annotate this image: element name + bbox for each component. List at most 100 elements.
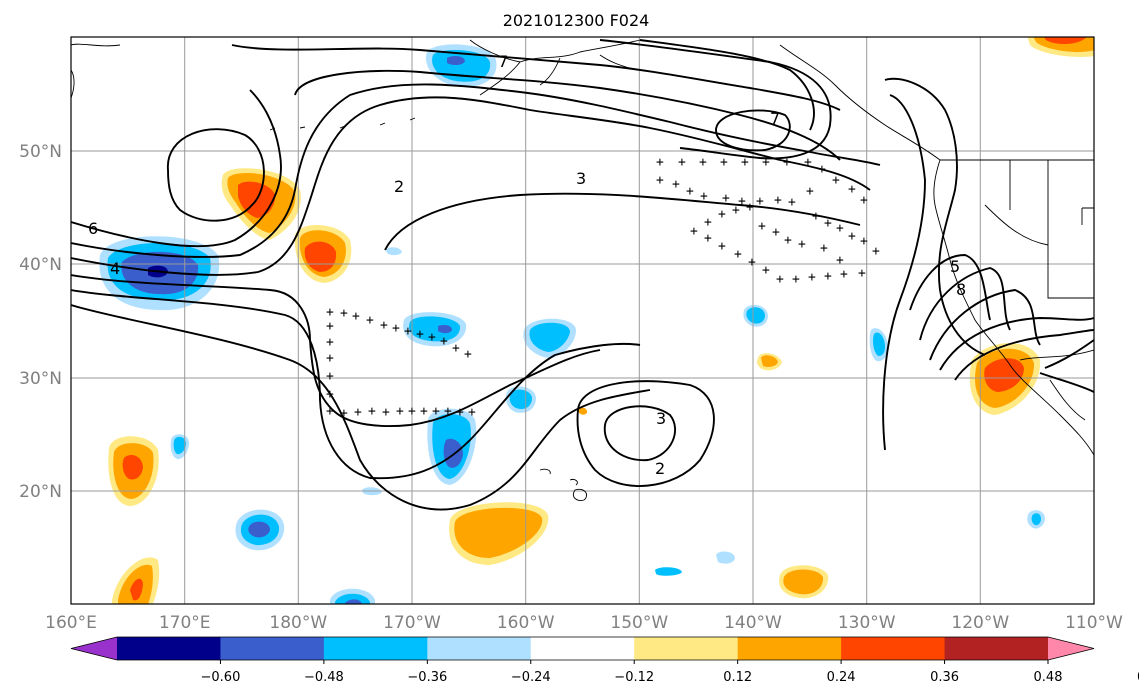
svg-text:+: + xyxy=(860,234,868,249)
svg-text:7: 7 xyxy=(770,109,780,128)
colorbar-tick-label: −0.60 xyxy=(201,670,241,685)
map-panel xyxy=(71,37,1094,604)
colorbar-arrow-low xyxy=(71,637,117,660)
svg-text:+: + xyxy=(748,255,756,270)
svg-text:+: + xyxy=(352,309,360,324)
svg-text:170°W: 170°W xyxy=(383,613,441,633)
svg-text:20°N: 20°N xyxy=(19,482,62,502)
svg-text:+: + xyxy=(440,334,448,349)
svg-text:50°N: 50°N xyxy=(19,142,62,162)
svg-text:3: 3 xyxy=(576,169,586,188)
svg-text:+: + xyxy=(326,351,334,366)
svg-text:5: 5 xyxy=(950,257,960,276)
svg-text:+: + xyxy=(804,155,812,170)
svg-text:160°E: 160°E xyxy=(45,613,97,633)
svg-text:150°W: 150°W xyxy=(610,613,668,633)
svg-text:+: + xyxy=(656,173,664,188)
svg-text:180°W: 180°W xyxy=(269,613,327,633)
colorbar-tick-label: −0.12 xyxy=(614,670,654,685)
svg-text:+: + xyxy=(464,347,472,362)
colorbar-segment xyxy=(737,637,842,660)
svg-text:40°N: 40°N xyxy=(19,255,62,275)
svg-text:+: + xyxy=(468,405,476,420)
svg-text:+: + xyxy=(818,162,826,177)
svg-text:+: + xyxy=(824,269,832,284)
colorbar-segment xyxy=(634,637,739,660)
svg-text:+: + xyxy=(792,272,800,287)
svg-text:+: + xyxy=(326,319,334,334)
svg-text:+: + xyxy=(722,191,730,206)
colorbar-segment xyxy=(117,637,221,660)
svg-text:+: + xyxy=(380,318,388,333)
svg-text:+: + xyxy=(672,177,680,192)
svg-text:2: 2 xyxy=(655,459,665,478)
colorbar-segment xyxy=(427,637,532,660)
svg-text:+: + xyxy=(686,184,694,199)
svg-text:+: + xyxy=(326,387,334,402)
svg-text:+: + xyxy=(656,155,664,170)
svg-text:+: + xyxy=(732,203,740,218)
svg-text:+: + xyxy=(762,155,770,170)
svg-text:+: + xyxy=(741,155,749,170)
svg-text:+: + xyxy=(734,247,742,262)
svg-text:+: + xyxy=(788,195,796,210)
colorbar-segment xyxy=(220,637,325,660)
colorbar-segment xyxy=(530,637,635,660)
height-contours xyxy=(71,39,1094,511)
latitude-labels: 50°N 40°N 30°N 20°N xyxy=(19,142,62,502)
svg-text:+: + xyxy=(784,233,792,248)
colorbar-tick-label: −0.36 xyxy=(407,670,447,685)
svg-text:+: + xyxy=(428,330,436,345)
svg-text:8: 8 xyxy=(956,280,966,299)
svg-text:+: + xyxy=(720,155,728,170)
svg-text:+: + xyxy=(718,239,726,254)
svg-text:170°E: 170°E xyxy=(159,613,211,633)
colorbar-arrow-high xyxy=(1048,637,1094,660)
svg-text:+: + xyxy=(420,404,428,419)
svg-text:+: + xyxy=(860,193,868,208)
contour-labels: 7 7 6 4 3 2 3 2 5 8 xyxy=(88,52,966,478)
colorbar-outline xyxy=(70,636,1095,661)
svg-text:+: + xyxy=(704,215,712,230)
colorbar-tick-label: 0.24 xyxy=(827,670,856,685)
svg-text:+: + xyxy=(718,207,726,222)
svg-text:6: 6 xyxy=(88,219,98,238)
svg-text:+: + xyxy=(382,405,390,420)
svg-text:+: + xyxy=(820,241,828,256)
svg-text:+: + xyxy=(432,404,440,419)
svg-text:160°W: 160°W xyxy=(497,613,555,633)
svg-text:+: + xyxy=(396,404,404,419)
svg-text:+: + xyxy=(340,406,348,421)
svg-text:140°W: 140°W xyxy=(724,613,782,633)
svg-text:+: + xyxy=(416,327,424,342)
colorbar-tick-label: −0.24 xyxy=(511,670,551,685)
svg-text:+: + xyxy=(368,404,376,419)
colorbar-segment xyxy=(841,637,946,660)
svg-text:+: + xyxy=(812,209,820,224)
svg-text:+: + xyxy=(444,404,452,419)
svg-text:+: + xyxy=(832,173,840,188)
svg-text:4: 4 xyxy=(110,259,120,278)
svg-text:+: + xyxy=(783,155,791,170)
svg-text:+: + xyxy=(738,194,746,209)
svg-text:+: + xyxy=(392,321,400,336)
svg-text:+: + xyxy=(848,182,856,197)
graticule xyxy=(71,37,1094,604)
svg-text:+: + xyxy=(452,341,460,356)
svg-text:+: + xyxy=(678,155,686,170)
colorbar-tick-label: 0.48 xyxy=(1034,670,1063,685)
colorbar-tick-label: −0.48 xyxy=(304,670,344,685)
svg-text:110°W: 110°W xyxy=(1065,613,1123,633)
colorbar: −0.60 −0.48 −0.36 −0.24 −0.12 0.12 0.24 0.36 0.4… xyxy=(70,636,1139,685)
colorbar-tick-label: 0.36 xyxy=(930,670,959,685)
svg-text:+: + xyxy=(756,194,764,209)
svg-text:+: + xyxy=(408,404,416,419)
svg-text:+: + xyxy=(699,155,707,170)
svg-text:+: + xyxy=(824,216,832,231)
svg-text:7: 7 xyxy=(498,52,508,71)
svg-text:+: + xyxy=(806,184,814,199)
map-title: 2021012300 F024 xyxy=(503,11,650,30)
colorbar-tick-label: 0.12 xyxy=(723,670,752,685)
svg-text:+: + xyxy=(340,306,348,321)
svg-text:+: + xyxy=(326,305,334,320)
